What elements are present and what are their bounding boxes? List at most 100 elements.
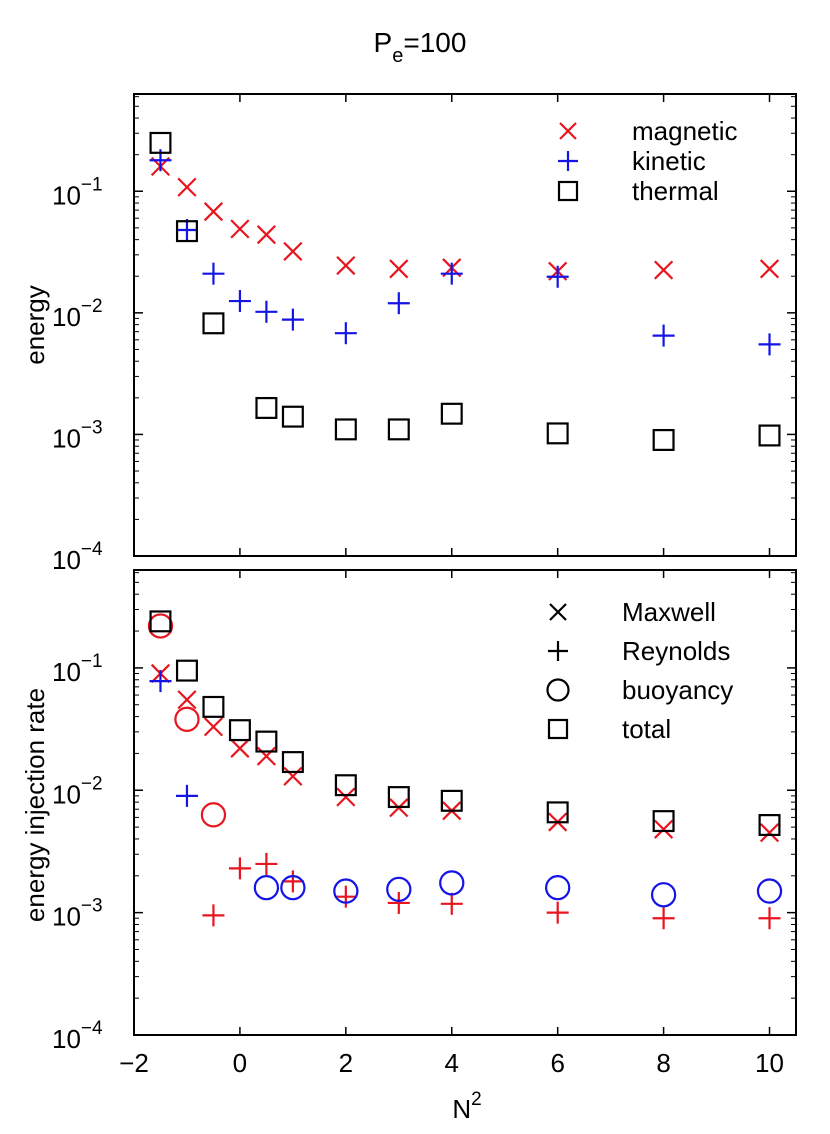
x-tick-label: 6: [550, 1048, 564, 1078]
data-point-buoyancy: [386, 876, 412, 902]
panel-bottom-ticks: 10−1 10−2 10−3 10−4: [52, 570, 796, 1054]
y-tick-label: 10−4: [52, 539, 103, 575]
data-point-thermal: [440, 402, 463, 425]
legend-marker-thermal: [557, 180, 579, 202]
y-tick-label: 10−3: [52, 417, 103, 453]
data-point-kinetic: [387, 292, 410, 315]
data-point-kinetic: [255, 300, 278, 323]
legend-marker-maxwell: [549, 603, 567, 621]
data-point-reynolds: [202, 904, 225, 927]
legend-marker-reynolds: [548, 641, 568, 661]
legend-marker-kinetic: [558, 151, 578, 171]
data-point-reynolds: [149, 670, 172, 693]
data-point-buoyancy: [200, 802, 227, 828]
legend-label-buoyancy: buoyancy: [622, 675, 733, 705]
data-point-reynolds: [652, 907, 675, 930]
legend-label-reynolds: Reynolds: [622, 636, 730, 666]
x-tick-label: 4: [445, 1048, 459, 1078]
data-point-thermal: [149, 131, 172, 154]
data-point-maxwell: [759, 823, 780, 843]
data-point-total: [652, 810, 675, 833]
data-point-magnetic: [283, 241, 303, 262]
data-point-maxwell: [283, 766, 303, 786]
data-point-maxwell: [336, 787, 356, 807]
data-point-reynolds: [281, 870, 304, 893]
data-point-kinetic: [440, 262, 463, 285]
legend-label-total: total: [622, 714, 671, 744]
data-point-reynolds: [387, 891, 410, 914]
data-point-buoyancy: [253, 875, 280, 901]
data-point-reynolds: [546, 901, 569, 924]
panel-bottom-marks: [147, 610, 783, 930]
x-tick-label: −2: [119, 1048, 149, 1078]
x-tick-label: 0: [233, 1048, 247, 1078]
data-point-total: [440, 789, 463, 812]
legend-marker-total: [547, 718, 569, 740]
data-point-thermal: [652, 428, 675, 451]
data-point-maxwell: [203, 717, 224, 737]
panel-top: 10−110−210−310−4 magnetickineticthermal …: [20, 93, 797, 575]
panel-top-marks: [149, 131, 781, 451]
legend-marker-magnetic: [559, 122, 577, 140]
data-point-magnetic: [759, 259, 780, 279]
data-point-magnetic: [230, 219, 250, 239]
y-tick-label: 10−1: [52, 651, 103, 687]
data-point-magnetic: [203, 202, 224, 222]
data-point-kinetic: [334, 322, 357, 345]
data-point-buoyancy: [545, 875, 571, 901]
data-point-maxwell: [654, 819, 674, 839]
data-point-reynolds: [255, 852, 278, 875]
top-ylabel: energy: [20, 285, 50, 365]
data-point-thermal: [175, 220, 198, 243]
legend-label-thermal: thermal: [632, 176, 719, 206]
data-point-thermal: [758, 424, 781, 447]
data-point-total: [281, 751, 304, 774]
data-point-magnetic: [256, 225, 276, 245]
data-point-reynolds: [440, 892, 463, 915]
data-point-kinetic: [652, 324, 675, 347]
y-tick-label: 10−3: [52, 896, 103, 932]
panel-bottom-legend: Maxwell Reynolds buoyancy total: [546, 597, 733, 744]
data-point-buoyancy: [756, 878, 783, 904]
data-point-buoyancy: [439, 870, 465, 896]
data-point-maxwell: [256, 746, 276, 766]
data-point-total: [758, 814, 781, 837]
x-tick-labels: −2 0 2 4 6 8 10: [119, 1048, 784, 1078]
data-point-total: [149, 610, 172, 633]
data-point-reynolds: [175, 784, 198, 807]
data-point-total: [175, 659, 198, 682]
data-point-kinetic: [546, 265, 569, 288]
data-point-thermal: [202, 312, 225, 335]
data-point-maxwell: [230, 738, 250, 758]
legend-label-kinetic: kinetic: [632, 146, 706, 176]
data-point-buoyancy: [650, 882, 677, 908]
data-point-thermal: [255, 396, 278, 419]
panel-bottom: 10−1 10−2 10−3 10−4 Maxwell Reynolds buoyancy…: [20, 569, 797, 1054]
data-point-maxwell: [177, 690, 197, 710]
x-tick-label: 8: [656, 1048, 670, 1078]
data-point-buoyancy: [147, 613, 174, 639]
data-point-thermal: [546, 422, 569, 445]
data-point-magnetic: [654, 260, 674, 280]
y-tick-label: 10−2: [52, 773, 103, 809]
chart-title: Pe=100: [374, 27, 467, 67]
data-point-kinetic: [175, 219, 198, 242]
data-point-buoyancy: [280, 875, 306, 901]
data-point-total: [546, 801, 569, 824]
data-point-reynolds: [334, 885, 357, 908]
y-tick-label: 10−4: [52, 1018, 103, 1054]
data-point-total: [228, 719, 251, 742]
x-axis-label: N2: [452, 1089, 481, 1124]
data-point-total: [255, 730, 278, 753]
panel-top-ticks: 10−1 10−2 10−3 10−4: [52, 94, 796, 575]
bottom-ylabel: energy injection rate: [20, 688, 50, 922]
data-point-kinetic: [758, 333, 781, 356]
x-tick-label: 10: [755, 1048, 784, 1078]
data-point-buoyancy: [174, 706, 200, 732]
data-point-thermal: [334, 418, 357, 441]
data-point-magnetic: [177, 177, 197, 197]
data-point-buoyancy: [333, 878, 359, 904]
legend-marker-buoyancy: [546, 678, 570, 702]
